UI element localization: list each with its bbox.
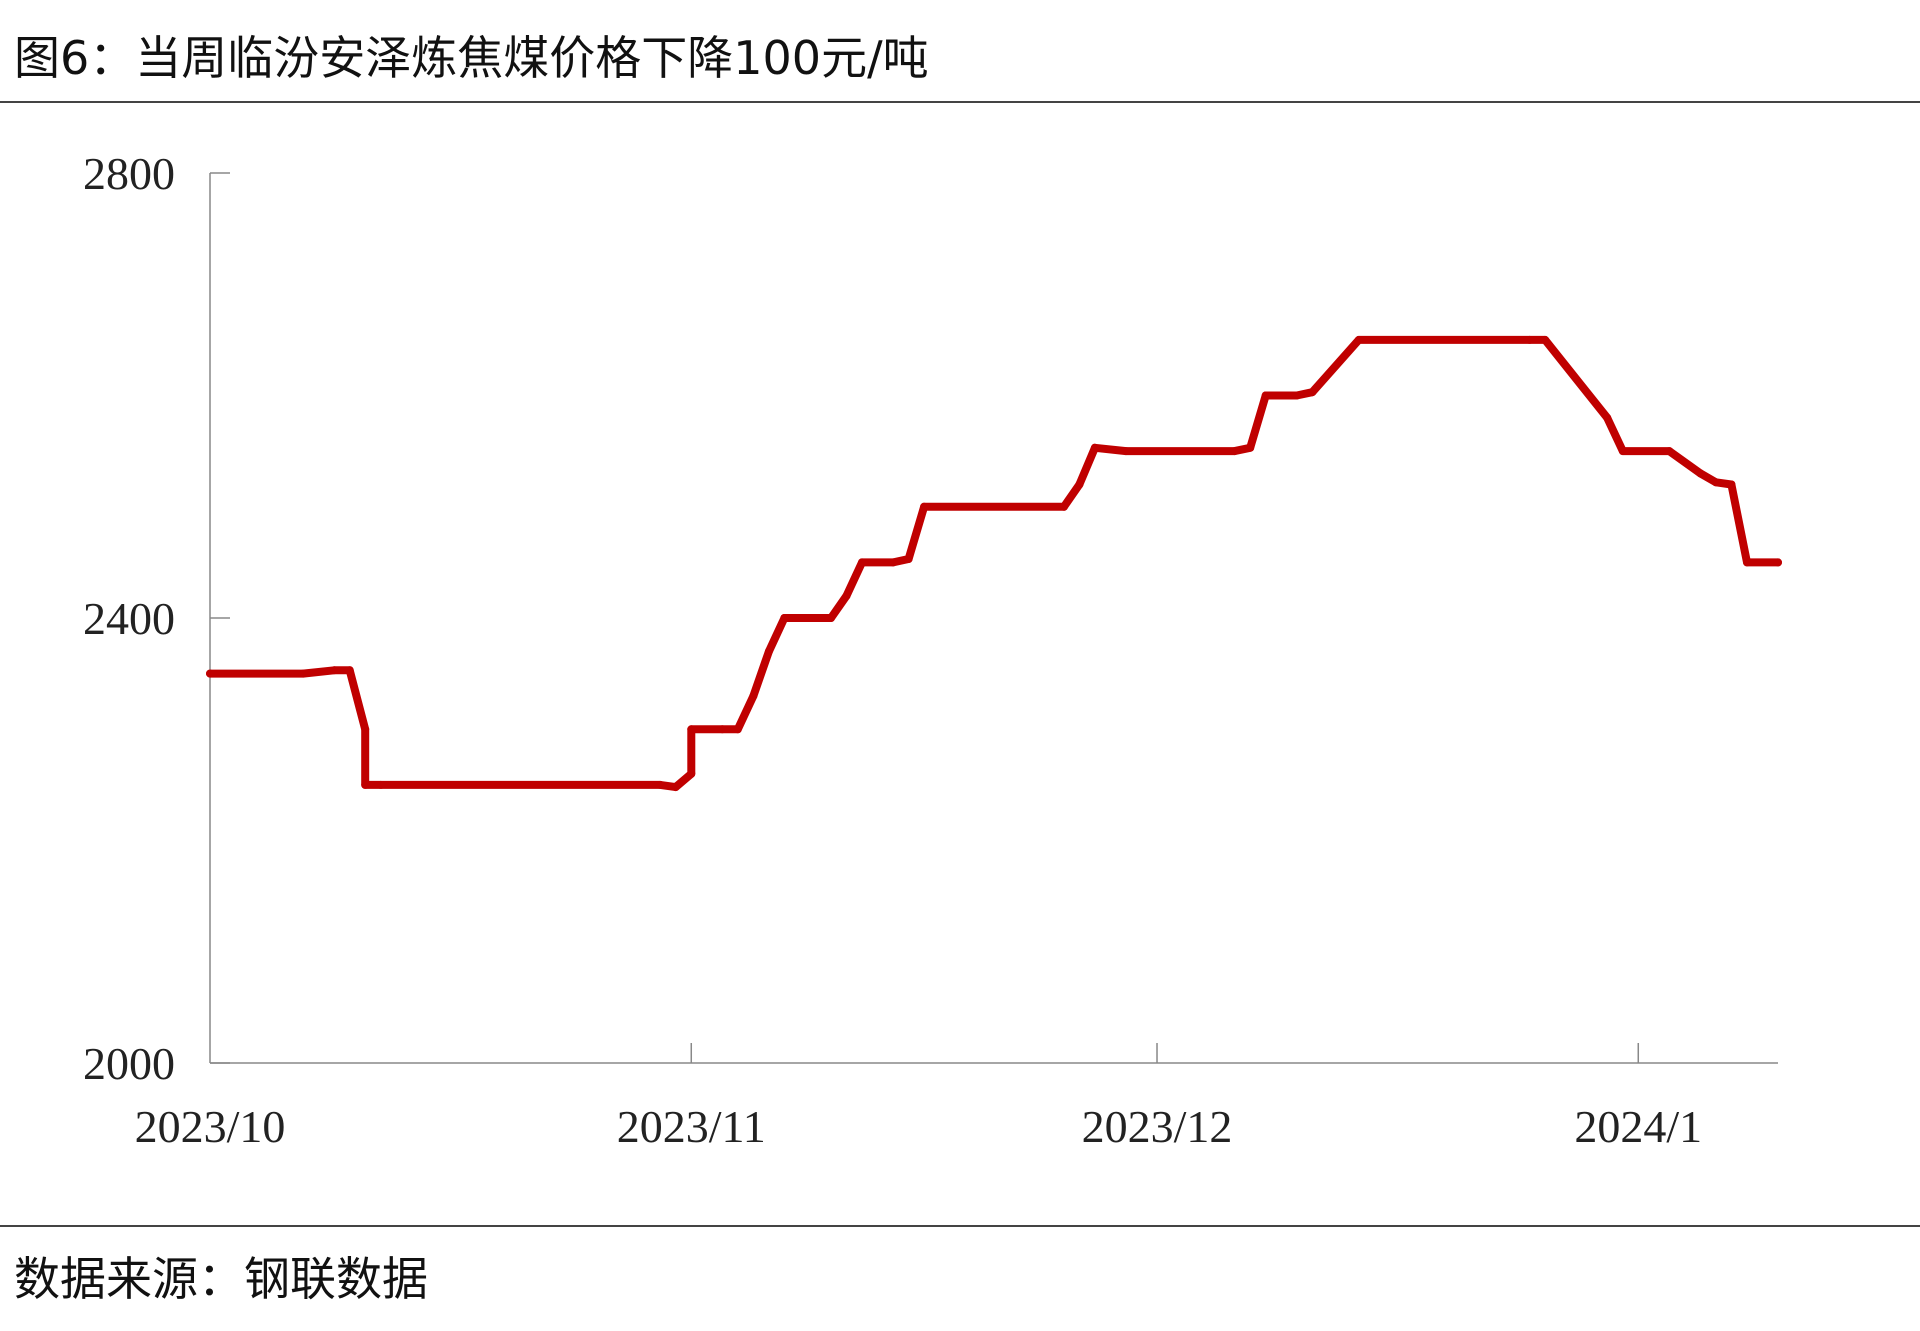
data-point bbox=[904, 555, 913, 563]
data-point bbox=[687, 769, 696, 778]
data-point bbox=[827, 614, 835, 622]
data-point bbox=[206, 669, 214, 678]
data-point bbox=[1230, 447, 1239, 456]
y-tick-label: 2400 bbox=[83, 593, 175, 644]
price-series-line bbox=[206, 335, 1782, 792]
data-point bbox=[656, 780, 665, 789]
data-point bbox=[1665, 447, 1674, 456]
line-chart: 2000 2400 2800 2023/10 2023/11 2023/12 2024/1 bbox=[83, 148, 1782, 1152]
data-point bbox=[1122, 447, 1130, 456]
data-point bbox=[1711, 478, 1720, 487]
data-point bbox=[764, 647, 773, 656]
x-tick-label: 2023/10 bbox=[135, 1101, 286, 1152]
data-point bbox=[330, 666, 339, 675]
data-point bbox=[1618, 447, 1627, 456]
title-divider bbox=[0, 101, 1920, 103]
source-divider bbox=[0, 1225, 1920, 1227]
figure-title: 图6：当周临汾安泽炼焦煤价格下降100元/吨 bbox=[14, 31, 929, 85]
data-point bbox=[1603, 413, 1612, 422]
chart-ticks: 2000 2400 2800 2023/10 2023/11 2023/12 2024/1 bbox=[83, 148, 1702, 1152]
data-point bbox=[1774, 558, 1782, 567]
data-point bbox=[1727, 480, 1736, 489]
y-tick-label: 2000 bbox=[83, 1038, 175, 1089]
data-point bbox=[858, 558, 866, 567]
data-point bbox=[780, 614, 789, 622]
x-tick-label: 2023/11 bbox=[617, 1101, 766, 1152]
data-point bbox=[1308, 388, 1317, 397]
data-point bbox=[376, 780, 385, 789]
data-point bbox=[345, 666, 354, 675]
data-point bbox=[671, 783, 680, 792]
data-point bbox=[920, 502, 929, 511]
data-point bbox=[1261, 391, 1270, 400]
data-point bbox=[1059, 502, 1068, 511]
chart-series bbox=[206, 335, 1782, 792]
source-note: 数据来源：钢联数据 bbox=[14, 1252, 428, 1306]
data-point bbox=[1090, 443, 1099, 452]
data-point bbox=[299, 669, 308, 678]
data-point bbox=[749, 691, 758, 700]
data-point bbox=[1541, 335, 1550, 344]
data-point bbox=[361, 725, 370, 734]
data-point bbox=[1354, 335, 1363, 344]
data-point bbox=[1075, 480, 1084, 489]
data-point bbox=[889, 558, 898, 567]
data-point bbox=[687, 725, 696, 734]
data-point bbox=[1696, 469, 1705, 478]
chart-axes bbox=[209, 173, 1778, 1064]
data-point bbox=[733, 725, 742, 734]
y-tick-label: 2800 bbox=[83, 148, 175, 199]
data-point bbox=[842, 591, 851, 600]
data-point bbox=[1292, 391, 1301, 400]
data-point bbox=[1525, 335, 1534, 344]
x-tick-label: 2023/12 bbox=[1082, 1101, 1233, 1152]
data-point bbox=[1743, 558, 1751, 567]
x-tick-label: 2024/1 bbox=[1574, 1101, 1702, 1152]
data-point bbox=[1246, 443, 1255, 452]
data-point bbox=[718, 725, 727, 734]
data-point bbox=[361, 780, 370, 789]
